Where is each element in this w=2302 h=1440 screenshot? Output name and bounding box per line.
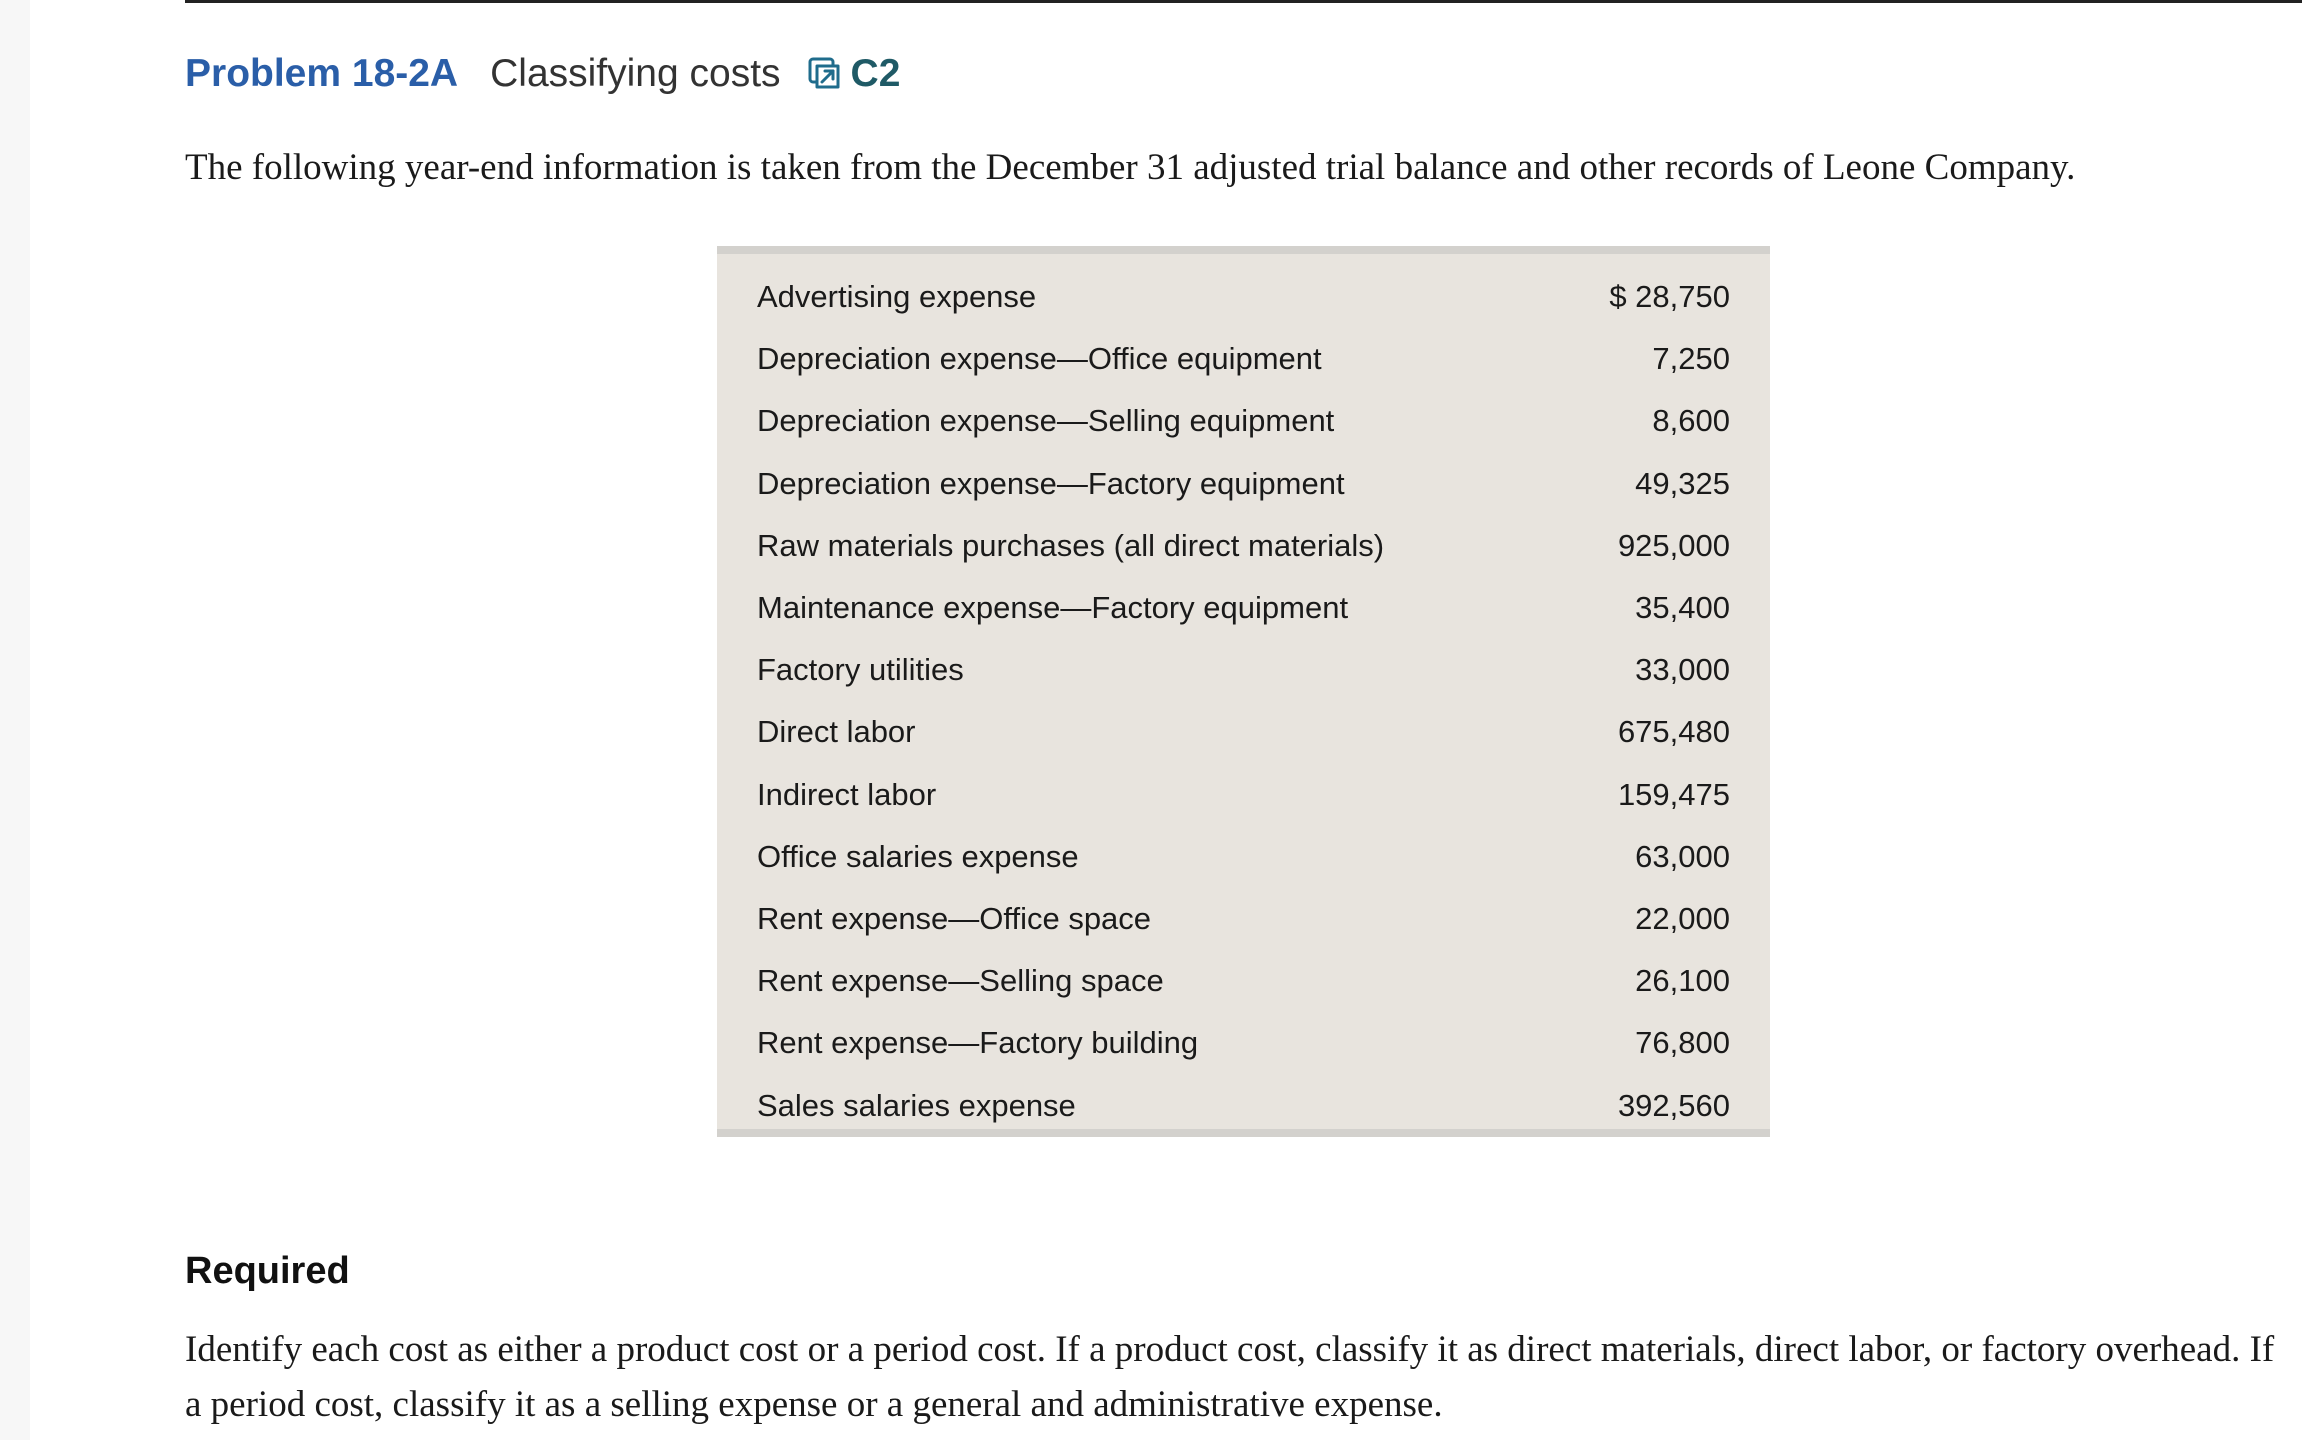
row-amount: 33,000 xyxy=(1635,652,1730,688)
table-row: Rent expense—Selling space 26,100 xyxy=(757,950,1730,1012)
external-link-icon-graphic xyxy=(808,57,840,89)
required-heading: Required xyxy=(185,1250,350,1292)
row-amount: 8,600 xyxy=(1652,403,1730,439)
row-label: Sales salaries expense xyxy=(757,1087,1076,1123)
row-amount: 159,475 xyxy=(1617,776,1730,812)
row-label: Rent expense—Office space xyxy=(757,900,1152,936)
trial-balance-table: Advertising expense $ 28,750 Depreciation … xyxy=(717,246,1770,1137)
row-amount: 63,000 xyxy=(1635,838,1730,874)
table-row: Raw materials purchases (all direct mate… xyxy=(757,515,1730,577)
row-label: Maintenance expense—Factory equipment xyxy=(757,590,1349,626)
left-gutter xyxy=(0,0,30,1440)
row-amount: $ 28,750 xyxy=(1609,279,1730,315)
row-label: Depreciation expense—Office equipment xyxy=(757,341,1322,377)
row-label: Office salaries expense xyxy=(757,838,1079,874)
table-row: Rent expense—Office space 22,000 xyxy=(757,888,1730,950)
problem-heading: Problem 18-2A Classifying costs C2 xyxy=(185,44,900,104)
problem-title: Classifying costs xyxy=(490,52,781,95)
table-row: Depreciation expense—Selling equipment 8,… xyxy=(757,390,1730,452)
row-amount: 392,560 xyxy=(1617,1087,1730,1123)
table-row: Sales salaries expense 392,560 xyxy=(757,1074,1730,1136)
table-row: Factory utilities 33,000 xyxy=(757,639,1730,701)
table-row: Rent expense—Factory building 76,800 xyxy=(757,1012,1730,1074)
row-label: Rent expense—Factory building xyxy=(757,1025,1199,1061)
row-amount: 7,250 xyxy=(1652,341,1730,377)
table-row: Advertising expense $ 28,750 xyxy=(757,266,1730,328)
row-label: Factory utilities xyxy=(757,652,964,688)
problem-number: Problem 18-2A xyxy=(185,52,459,95)
external-link-icon[interactable] xyxy=(805,54,845,94)
row-label: Direct labor xyxy=(757,714,916,750)
row-label: Indirect labor xyxy=(757,776,937,812)
row-amount: 35,400 xyxy=(1635,590,1730,626)
row-amount: 49,325 xyxy=(1635,465,1730,501)
row-label: Rent expense—Selling space xyxy=(757,963,1164,999)
row-label: Advertising expense xyxy=(757,279,1037,315)
learning-objective-code: C2 xyxy=(850,52,901,95)
row-label: Depreciation expense—Selling equipment xyxy=(757,403,1335,439)
table-row: Indirect labor 159,475 xyxy=(757,764,1730,826)
row-amount: 26,100 xyxy=(1635,963,1730,999)
required-instructions: Identify each cost as either a product c… xyxy=(185,1329,2275,1425)
row-amount: 925,000 xyxy=(1617,527,1730,563)
row-label: Depreciation expense—Factory equipment xyxy=(757,465,1345,501)
trial-balance-rows: Advertising expense $ 28,750 Depreciation … xyxy=(757,266,1730,1137)
row-amount: 22,000 xyxy=(1635,900,1730,936)
table-row: Maintenance expense—Factory equipment 35,… xyxy=(757,577,1730,639)
row-amount: 675,480 xyxy=(1617,714,1730,750)
table-row: Office salaries expense 63,000 xyxy=(757,826,1730,888)
table-row: Depreciation expense—Factory equipment 49… xyxy=(757,453,1730,515)
row-label: Raw materials purchases (all direct mate… xyxy=(757,527,1385,563)
table-row: Depreciation expense—Office equipment 7,2… xyxy=(757,328,1730,390)
row-amount: 76,800 xyxy=(1635,1025,1730,1061)
top-divider xyxy=(185,0,2302,3)
table-row: Direct labor 675,480 xyxy=(757,701,1730,763)
intro-paragraph: The following year-end information is ta… xyxy=(185,147,2076,188)
